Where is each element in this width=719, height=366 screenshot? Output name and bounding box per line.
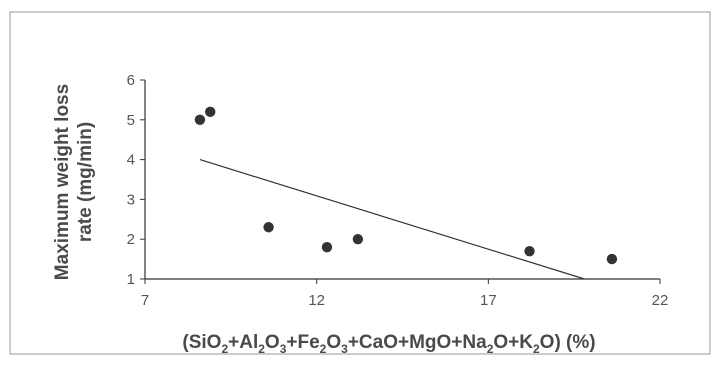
x-tick-label: 12 <box>308 292 325 309</box>
data-point-7 <box>606 253 618 265</box>
x-axis-label-subscript: 3 <box>280 342 287 356</box>
x-axis-label-segment: O <box>265 332 280 353</box>
x-tick-label: 17 <box>480 292 497 309</box>
x-axis-label-segment: (SiO <box>182 332 221 353</box>
data-point-5 <box>352 234 364 245</box>
y-tick-label: 4 <box>127 152 135 169</box>
x-axis-label-subscript: 2 <box>487 342 494 356</box>
trendline <box>199 159 585 280</box>
y-tick-label: 5 <box>127 112 135 129</box>
x-axis-label-subscript: 2 <box>221 342 228 356</box>
figure-border <box>9 11 711 355</box>
y-axis-label-line-1: Maximum weight loss <box>52 84 73 280</box>
y-axis-label-line-2: rate (mg/min) <box>75 122 96 242</box>
data-point-4 <box>321 241 333 253</box>
x-axis-label-segment: +Fe <box>286 332 319 353</box>
x-axis-label-subscript: 2 <box>533 342 540 356</box>
data-point-3 <box>263 222 274 233</box>
x-axis-label-segment: +CaO+MgO+Na <box>348 332 487 353</box>
x-tick-label: 7 <box>141 292 149 309</box>
x-axis-label-segment: O <box>326 332 341 353</box>
y-tick-label: 6 <box>127 72 135 89</box>
data-points <box>194 106 618 265</box>
y-ticks: 1 2 3 4 5 6 <box>127 72 145 288</box>
x-axis-label-segment: O+K <box>493 332 533 353</box>
y-tick-label: 2 <box>127 231 135 248</box>
data-point-2 <box>205 106 216 118</box>
y-tick-label: 3 <box>127 191 135 208</box>
x-axis-label: (SiO2+Al2O3+Fe2O3+CaO+MgO+Na2O+K2O) (%) <box>182 332 595 356</box>
x-axis-label-subscript: 3 <box>341 342 348 356</box>
x-axis-label-segment: O) (%) <box>540 332 596 353</box>
x-tick-label: 22 <box>652 292 669 309</box>
y-axis-title: Maximum weight loss rate (mg/min) <box>52 84 96 280</box>
x-axis-label-subscript: 2 <box>320 342 327 356</box>
x-ticks: 7 12 17 22 <box>141 279 669 309</box>
y-tick-label: 1 <box>127 271 135 288</box>
data-point-1 <box>194 114 206 126</box>
data-point-6 <box>524 245 535 257</box>
x-axis-label-subscript: 2 <box>258 342 265 356</box>
x-axis-label-segment: +Al <box>228 332 258 353</box>
